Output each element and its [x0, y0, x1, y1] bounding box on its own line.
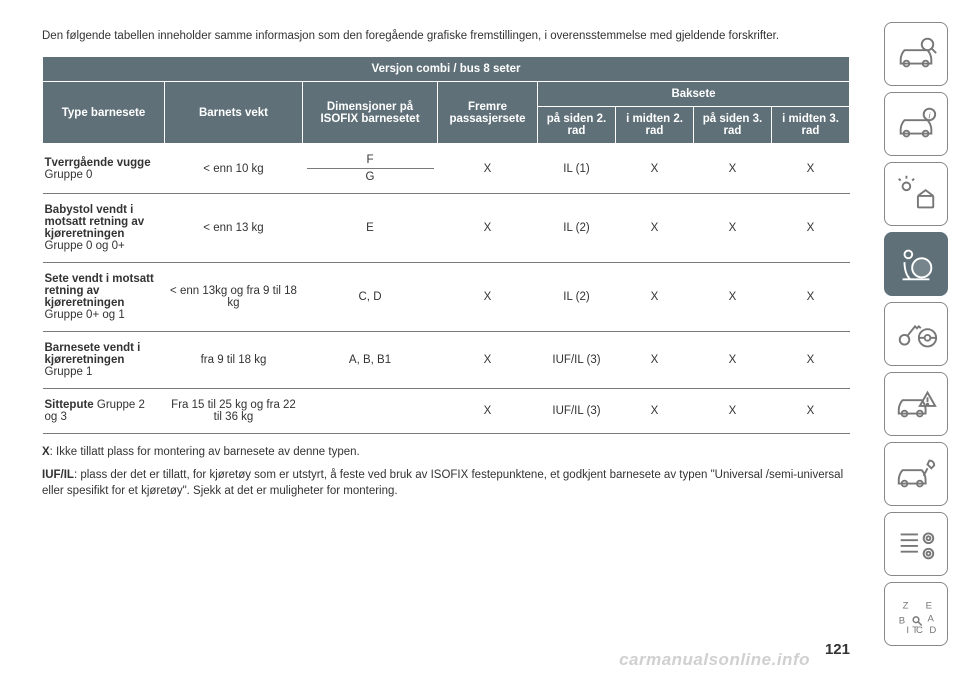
table-row: Tverrgående vugge Gruppe 0 < enn 10 kg F…	[43, 144, 850, 194]
cell-mid3: X	[772, 332, 850, 389]
table-title: Versjon combi / bus 8 seter	[43, 57, 850, 82]
cell-side2: IL (1)	[538, 144, 616, 194]
cell-mid2: X	[616, 263, 694, 332]
type-bold: Barnesete vendt i kjøreretningen	[45, 342, 141, 366]
cell-side2: IL (2)	[538, 194, 616, 263]
svg-text:i: i	[928, 110, 931, 120]
tab-car-warning-icon[interactable]	[884, 372, 948, 436]
table-row: Babystol vendt i motsatt retning av kjør…	[43, 194, 850, 263]
side-tabs: i ZEBADICT	[884, 22, 948, 646]
th-dimensions: Dimensjoner på ISOFIX barnesetet	[303, 82, 438, 144]
cell-side2: IL (2)	[538, 263, 616, 332]
cell-side3: X	[694, 263, 772, 332]
svg-text:A: A	[928, 614, 935, 625]
cell-front: X	[438, 389, 538, 434]
cell-weight: Fra 15 til 25 kg og fra 22 til 36 kg	[165, 389, 303, 434]
type-plain: Gruppe 0 og 0+	[45, 240, 125, 252]
cell-mid3: X	[772, 389, 850, 434]
cell-dim: E	[303, 194, 438, 263]
type-bold: Tverrgående vugge	[45, 157, 151, 169]
svg-text:B: B	[899, 616, 905, 627]
table-row: Barnesete vendt i kjøreretningen Gruppe …	[43, 332, 850, 389]
note-iuf-bold: IUF/IL	[42, 469, 74, 481]
th-rear-group: Baksete	[538, 82, 850, 107]
tab-key-steering-icon[interactable]	[884, 302, 948, 366]
page-number: 121	[0, 641, 850, 658]
type-plain: Gruppe 0	[45, 169, 93, 181]
cell-dim: A, B, B1	[303, 332, 438, 389]
cell-dim: FG	[303, 144, 438, 194]
tab-car-info-icon[interactable]: i	[884, 92, 948, 156]
type-bold: Sete vendt i motsatt retning av kjøreret…	[45, 273, 154, 309]
table-body: Tverrgående vugge Gruppe 0 < enn 10 kg F…	[43, 144, 850, 434]
cell-mid3: X	[772, 144, 850, 194]
tab-list-gear-icon[interactable]	[884, 512, 948, 576]
svg-text:D: D	[929, 625, 936, 636]
tab-airbag-icon[interactable]	[884, 232, 948, 296]
th-mid2: i midten 2. rad	[616, 107, 694, 144]
cell-mid2: X	[616, 194, 694, 263]
tab-letters-icon[interactable]: ZEBADICT	[884, 582, 948, 646]
svg-text:E: E	[926, 600, 932, 611]
svg-text:Z: Z	[903, 600, 909, 611]
cell-weight: < enn 10 kg	[165, 144, 303, 194]
type-plain: Gruppe 1	[45, 366, 93, 378]
table-row: Sete vendt i motsatt retning av kjøreret…	[43, 263, 850, 332]
cell-side3: X	[694, 389, 772, 434]
cell-mid3: X	[772, 263, 850, 332]
cell-dim: C, D	[303, 263, 438, 332]
cell-front: X	[438, 263, 538, 332]
cell-side3: X	[694, 194, 772, 263]
cell-mid3: X	[772, 194, 850, 263]
cell-weight: fra 9 til 18 kg	[165, 332, 303, 389]
th-mid3: i midten 3. rad	[772, 107, 850, 144]
cell-dim	[303, 389, 438, 434]
cell-mid2: X	[616, 389, 694, 434]
cell-mid2: X	[616, 332, 694, 389]
note-x-bold: X	[42, 446, 50, 458]
th-front: Fremre passasjersete	[438, 82, 538, 144]
tab-lights-icon[interactable]	[884, 162, 948, 226]
table-row: Sittepute Gruppe 2 og 3 Fra 15 til 25 kg…	[43, 389, 850, 434]
note-iuf-text: : plass der det er tillatt, for kjøretøy…	[42, 469, 843, 498]
tab-car-search-icon[interactable]	[884, 22, 948, 86]
th-side2: på siden 2. rad	[538, 107, 616, 144]
note-x-text: : Ikke tillatt plass for montering av ba…	[50, 446, 360, 458]
page-content: Den følgende tabellen inneholder samme i…	[42, 28, 850, 506]
cell-side3: X	[694, 332, 772, 389]
notes: X: Ikke tillatt plass for montering av b…	[42, 444, 850, 500]
cell-side3: X	[694, 144, 772, 194]
cell-front: X	[438, 194, 538, 263]
type-bold: Babystol vendt i motsatt retning av kjør…	[45, 204, 145, 240]
cell-side2: IUF/IL (3)	[538, 332, 616, 389]
svg-text:I: I	[906, 625, 909, 636]
cell-mid2: X	[616, 144, 694, 194]
cell-front: X	[438, 144, 538, 194]
cell-weight: < enn 13 kg	[165, 194, 303, 263]
cell-side2: IUF/IL (3)	[538, 389, 616, 434]
tab-car-service-icon[interactable]	[884, 442, 948, 506]
th-side3: på siden 3. rad	[694, 107, 772, 144]
svg-text:T: T	[912, 625, 918, 636]
type-bold: Sittepute	[45, 399, 94, 411]
childseat-table: Versjon combi / bus 8 seter Type barnese…	[42, 56, 850, 434]
th-weight: Barnets vekt	[165, 82, 303, 144]
intro-text: Den følgende tabellen inneholder samme i…	[42, 28, 850, 44]
cell-front: X	[438, 332, 538, 389]
th-type: Type barnesete	[43, 82, 165, 144]
type-plain: Gruppe 0+ og 1	[45, 309, 125, 321]
cell-weight: < enn 13kg og fra 9 til 18 kg	[165, 263, 303, 332]
